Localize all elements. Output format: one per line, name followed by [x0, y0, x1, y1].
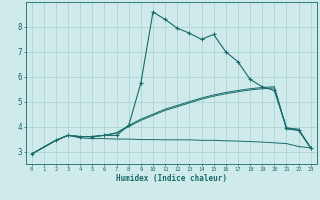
X-axis label: Humidex (Indice chaleur): Humidex (Indice chaleur)	[116, 174, 227, 183]
